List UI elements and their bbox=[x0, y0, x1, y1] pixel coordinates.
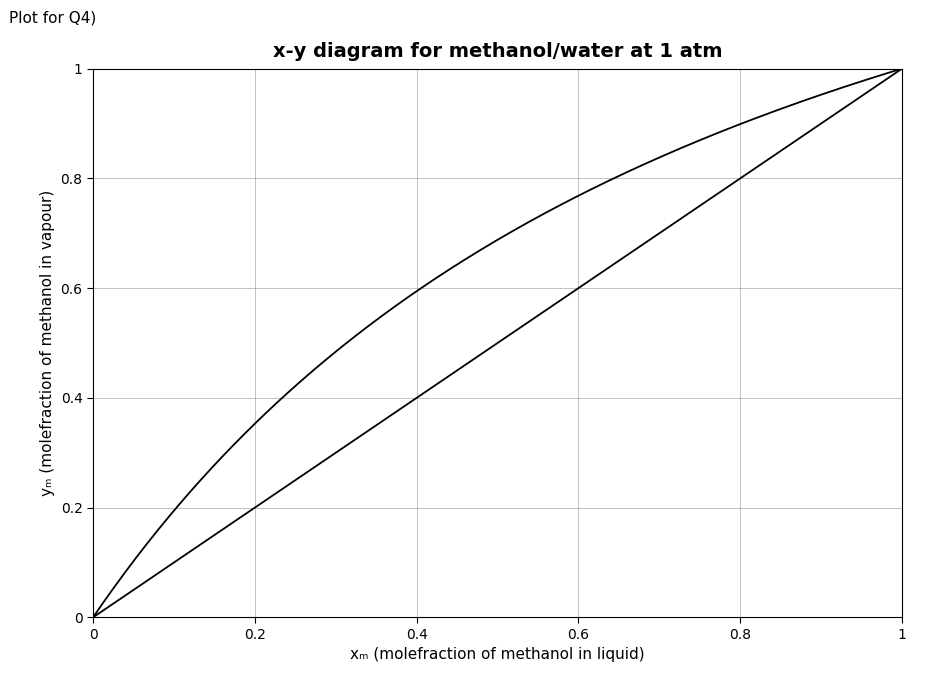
Y-axis label: yₘ (molefraction of methanol in vapour): yₘ (molefraction of methanol in vapour) bbox=[40, 190, 55, 496]
Title: x-y diagram for methanol/water at 1 atm: x-y diagram for methanol/water at 1 atm bbox=[272, 43, 723, 62]
X-axis label: xₘ (molefraction of methanol in liquid): xₘ (molefraction of methanol in liquid) bbox=[351, 648, 644, 663]
Text: Plot for Q4): Plot for Q4) bbox=[9, 10, 97, 25]
